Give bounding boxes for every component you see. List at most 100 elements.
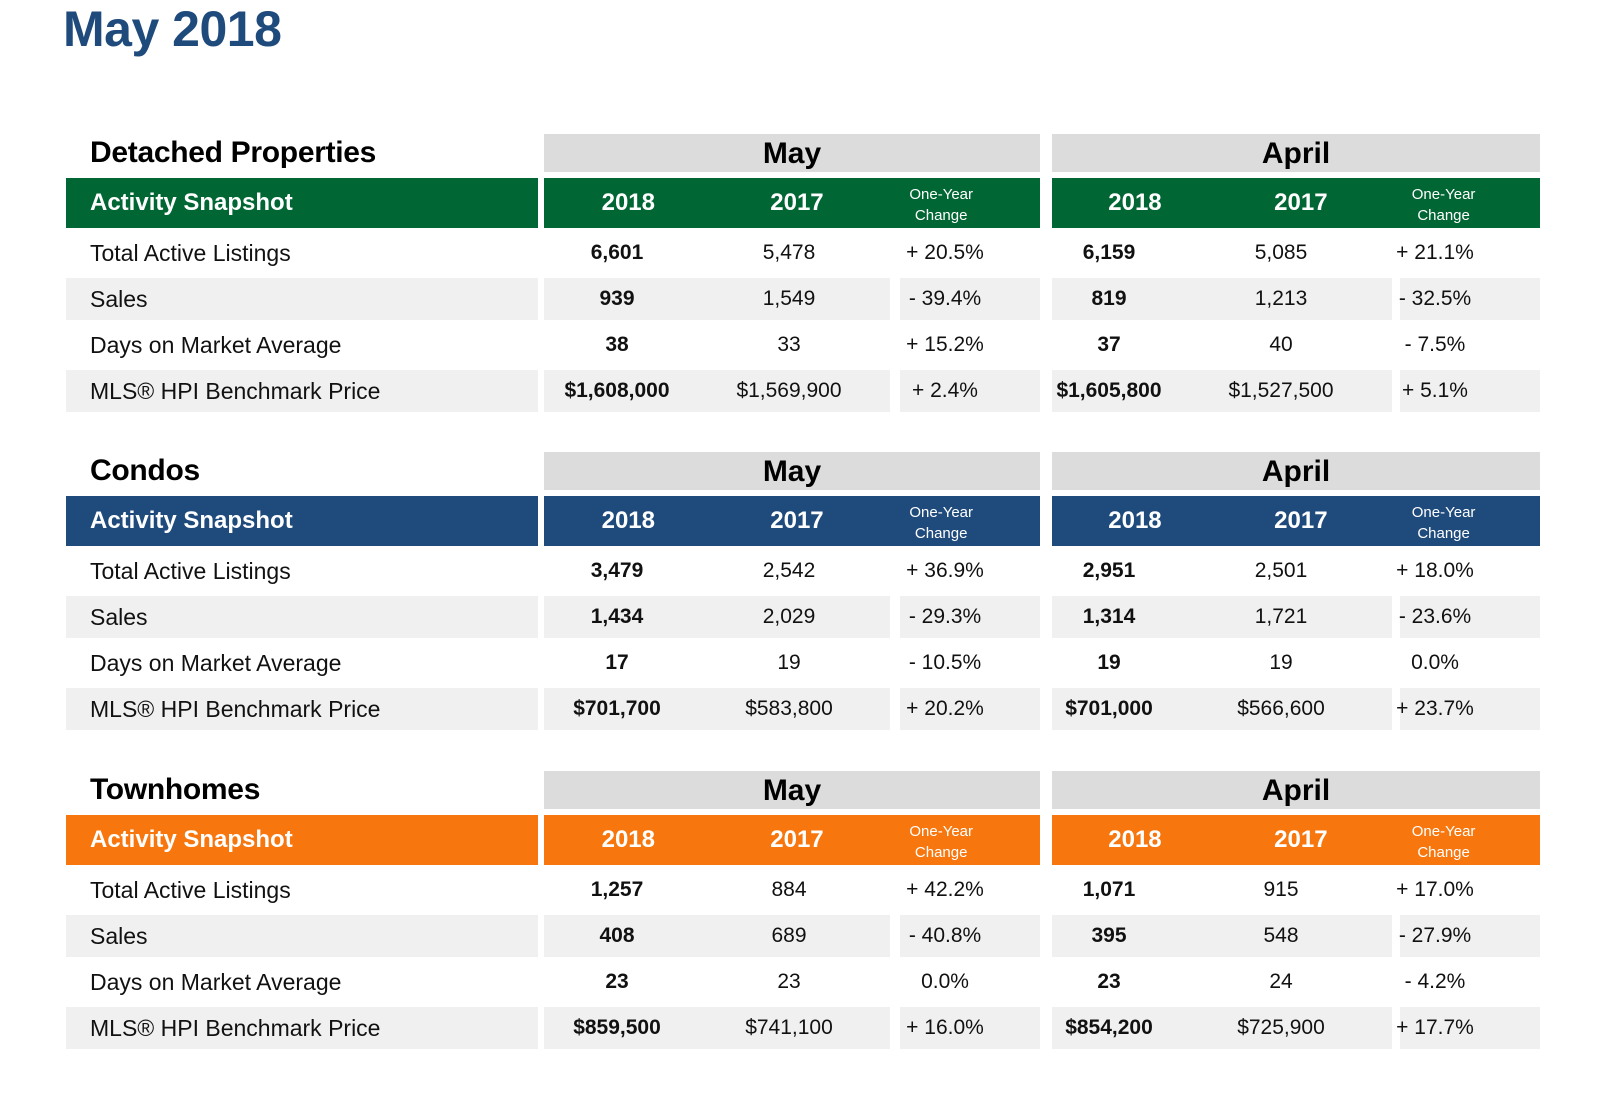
band-label-cell: Activity Snapshot [66, 178, 538, 228]
row-background [544, 688, 890, 730]
band-month-cell: 2018 2017 One-Year Change [1052, 815, 1540, 865]
year-header: 2018 [1108, 189, 1162, 216]
change-value: + 42.2% [906, 878, 984, 901]
value-cell: 19 [1097, 651, 1121, 674]
snapshot-section: Condos May April Activity Snapshot 2018 2017 O… [66, 452, 1540, 736]
year-header: 2017 [770, 507, 824, 534]
row-background [66, 278, 538, 320]
change-header: One-Year Change [1411, 823, 1476, 861]
row-background [1052, 915, 1392, 957]
value-cell: 5,478 [762, 241, 816, 264]
value-cell: $741,100 [745, 1016, 833, 1039]
change-value: 0.0% [1411, 651, 1459, 674]
change-value: + 15.2% [906, 333, 984, 356]
row-background [66, 1007, 538, 1049]
month-header: April [1052, 771, 1540, 809]
row-label: MLS® HPI Benchmark Price [90, 1015, 381, 1041]
change-value: - 29.3% [908, 605, 982, 628]
row-label: Days on Market Average [90, 969, 342, 995]
value-cell: 1,314 [1082, 605, 1136, 628]
page-title: May 2018 [63, 1, 282, 57]
change-value: - 4.2% [1404, 970, 1466, 993]
change-value: - 7.5% [1404, 333, 1466, 356]
row-label: Total Active Listings [90, 240, 291, 266]
band-label-cell: Activity Snapshot [66, 496, 538, 546]
value-cell: 1,071 [1082, 878, 1136, 901]
row-background [544, 596, 890, 638]
change-value: + 5.1% [1402, 379, 1468, 402]
value-cell: 2,029 [762, 605, 816, 628]
row-background [1400, 688, 1540, 730]
table-row: MLS® HPI Benchmark Price $701,700 $583,800… [66, 688, 1540, 730]
change-header: One-Year Change [909, 823, 974, 861]
year-header: 2018 [1108, 826, 1162, 853]
band-label-text: Activity Snapshot [90, 189, 293, 216]
change-value: + 16.0% [906, 1016, 984, 1039]
row-label: Sales [90, 604, 148, 630]
value-cell: $1,569,900 [736, 379, 842, 402]
change-value: - 39.4% [908, 287, 982, 310]
change-value: + 2.4% [912, 379, 978, 402]
change-value: 0.0% [921, 970, 969, 993]
table-row: Total Active Listings 6,601 5,478 + 20.5% 6,… [66, 232, 1540, 274]
row-label: Sales [90, 923, 148, 949]
value-cell: 548 [1263, 924, 1299, 947]
row-label: MLS® HPI Benchmark Price [90, 696, 381, 722]
year-header: 2018 [601, 826, 655, 853]
row-background [1400, 370, 1540, 412]
band-month-cell: 2018 2017 One-Year Change [544, 496, 1040, 546]
table-row: Sales 939 1,549 - 39.4% 819 1,213 - 32.5% [66, 278, 1540, 320]
change-value: + 18.0% [1396, 559, 1474, 582]
row-label: Total Active Listings [90, 877, 291, 903]
year-header: 2018 [601, 189, 655, 216]
month-header: April [1052, 452, 1540, 490]
row-background [544, 915, 890, 957]
table-row: Total Active Listings 1,257 884 + 42.2% 1,07… [66, 869, 1540, 911]
value-cell: 40 [1269, 333, 1293, 356]
value-cell: 408 [599, 924, 635, 947]
value-cell: 819 [1091, 287, 1127, 310]
table-row: Days on Market Average 38 33 + 15.2% 37 40 - 7… [66, 324, 1540, 366]
change-value: - 40.8% [908, 924, 982, 947]
value-cell: $859,500 [573, 1016, 661, 1039]
value-cell: $1,527,500 [1228, 379, 1334, 402]
snapshot-section: Detached Properties May April Activity Snap… [66, 134, 1540, 418]
value-cell: 37 [1097, 333, 1121, 356]
change-header: One-Year Change [1411, 504, 1476, 542]
value-cell: $583,800 [745, 697, 833, 720]
value-cell: 884 [771, 878, 807, 901]
change-header: One-Year Change [909, 186, 974, 224]
value-cell: 38 [605, 333, 629, 356]
change-header: One-Year Change [909, 504, 974, 542]
year-header: 2017 [1274, 189, 1328, 216]
table-row: MLS® HPI Benchmark Price $859,500 $741,100… [66, 1007, 1540, 1049]
change-value: + 20.5% [906, 241, 984, 264]
activity-snapshot-band: Activity Snapshot 2018 2017 One-Year Change… [66, 496, 1540, 546]
value-cell: 395 [1091, 924, 1127, 947]
row-background [1052, 1007, 1392, 1049]
change-value: + 21.1% [1396, 241, 1474, 264]
band-month-cell: 2018 2017 One-Year Change [544, 178, 1040, 228]
row-background [900, 915, 1040, 957]
month-header: April [1052, 134, 1540, 172]
row-label: Sales [90, 286, 148, 312]
value-cell: 19 [1269, 651, 1293, 674]
value-cell: $701,700 [573, 697, 661, 720]
table-row: Sales 408 689 - 40.8% 395 548 - 27.9% [66, 915, 1540, 957]
row-background [1052, 596, 1392, 638]
value-cell: $566,600 [1237, 697, 1325, 720]
band-label-cell: Activity Snapshot [66, 815, 538, 865]
value-cell: 24 [1269, 970, 1293, 993]
month-header: May [544, 771, 1040, 809]
section-title: Detached Properties [90, 136, 377, 169]
change-value: - 32.5% [1398, 287, 1472, 310]
row-background [66, 915, 538, 957]
month-header: May [544, 452, 1040, 490]
value-cell: 1,721 [1254, 605, 1308, 628]
value-cell: 19 [777, 651, 801, 674]
value-cell: 939 [599, 287, 635, 310]
value-cell: 915 [1263, 878, 1299, 901]
year-header: 2018 [1108, 507, 1162, 534]
band-label-text: Activity Snapshot [90, 826, 293, 853]
band-label-text: Activity Snapshot [90, 507, 293, 534]
